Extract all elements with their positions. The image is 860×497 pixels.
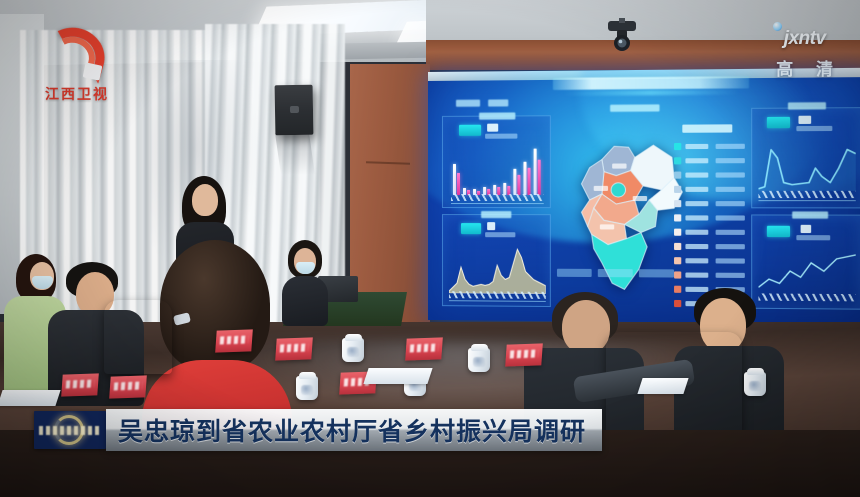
list-item[interactable] xyxy=(674,200,749,208)
map-label-fuzhou xyxy=(632,196,648,202)
ranking-list-title xyxy=(682,124,733,133)
channel-logo: 江西卫视 xyxy=(30,20,122,106)
office-chair xyxy=(104,300,172,374)
teacup xyxy=(342,334,364,362)
realtime-kpi-value xyxy=(800,224,812,234)
jxntv-dot-icon xyxy=(773,22,783,31)
list-item[interactable] xyxy=(674,242,749,251)
ptz-camera-icon xyxy=(608,18,636,51)
realtime-kpi-unit xyxy=(796,235,831,241)
nameplate xyxy=(61,373,99,397)
line-kpi-chip xyxy=(766,116,791,129)
area-kpi-unit xyxy=(485,232,516,238)
wall-speaker xyxy=(274,84,314,136)
list-item[interactable] xyxy=(674,185,749,193)
list-item[interactable] xyxy=(674,228,749,236)
teacup xyxy=(468,344,490,372)
ranking-list-panel[interactable] xyxy=(668,124,756,308)
line-kpi-value xyxy=(798,115,812,124)
map-panel[interactable] xyxy=(557,104,743,315)
wood-trim-top xyxy=(426,40,860,70)
upper-right-wall xyxy=(426,0,860,42)
channel-logo-text: 江西卫视 xyxy=(45,86,109,102)
nameplate xyxy=(505,343,543,367)
bar-kpi-unit xyxy=(485,133,518,139)
line-chart-x-axis xyxy=(758,190,856,199)
realtime-x-axis xyxy=(758,293,856,302)
document-paper xyxy=(0,390,61,406)
document-paper xyxy=(363,368,433,384)
line-chart-panel[interactable] xyxy=(751,102,860,209)
bar-chart-panel-title xyxy=(479,112,516,120)
area-chart-x-axis xyxy=(448,291,546,299)
map-label-ganzhou xyxy=(599,224,615,230)
bar-kpi-chip xyxy=(458,124,482,136)
bar-kpi-value xyxy=(487,123,499,132)
bar-chart-x-axis xyxy=(450,193,544,202)
display-tile[interactable] xyxy=(597,268,633,278)
nameplate xyxy=(109,375,147,399)
program-badge-label xyxy=(39,426,101,435)
display-tile[interactable] xyxy=(556,268,592,278)
bar-chart-panel[interactable] xyxy=(441,112,551,209)
teacup xyxy=(296,372,318,400)
realtime-panel-title xyxy=(792,211,829,219)
line-chart-baseline xyxy=(758,200,856,202)
list-item[interactable] xyxy=(674,214,749,222)
dashboard-tab-overview[interactable] xyxy=(455,99,481,107)
line-chart-panel-title xyxy=(787,102,826,110)
list-item[interactable] xyxy=(674,142,749,151)
document-paper xyxy=(637,378,689,394)
jxtv-swoosh-tail-icon xyxy=(82,62,103,81)
area-chart-panel[interactable] xyxy=(441,211,551,308)
hd-watermark: jxntv 高 清 xyxy=(767,22,842,80)
area-kpi-value xyxy=(487,222,496,231)
video-wall-display[interactable] xyxy=(428,67,860,325)
jiangxi-province-map[interactable] xyxy=(567,137,690,300)
hd-label: 高 清 xyxy=(776,60,842,79)
realtime-kpi-chip xyxy=(766,225,791,238)
bar-chart-plot xyxy=(451,147,544,195)
bar-chart-baseline xyxy=(450,203,544,205)
list-item[interactable] xyxy=(674,171,749,179)
area-kpi-chip xyxy=(461,223,482,235)
line-kpi-unit xyxy=(796,125,833,132)
jxntv-logo-text: jxntv xyxy=(767,22,842,50)
wood-wall-panel xyxy=(350,64,430,334)
area-chart-baseline xyxy=(448,300,546,302)
map-label-yichun xyxy=(593,185,609,191)
nameplate xyxy=(275,337,313,361)
nameplate xyxy=(405,337,443,361)
speaker-shadow xyxy=(275,133,315,175)
teacup xyxy=(744,368,766,396)
list-item[interactable] xyxy=(674,157,749,165)
list-item[interactable] xyxy=(674,271,749,279)
area-chart-plot xyxy=(448,241,546,294)
realtime-panel[interactable] xyxy=(751,211,860,310)
realtime-chart-plot xyxy=(758,250,855,296)
list-item[interactable] xyxy=(674,257,749,265)
map-panel-title xyxy=(610,104,660,112)
headline-text: 吴忠琼到省农业农村厅省乡村振兴局调研 xyxy=(118,417,587,446)
map-label-jiujiang xyxy=(612,163,627,169)
line-chart-plot xyxy=(758,137,856,191)
headline-bar: 吴忠琼到省农业农村厅省乡村振兴局调研 xyxy=(106,409,603,451)
dashboard-title xyxy=(552,76,750,90)
display-tile[interactable] xyxy=(638,269,675,278)
area-chart-panel-title xyxy=(481,211,512,219)
dashboard-tab-detail[interactable] xyxy=(488,99,509,107)
nameplate xyxy=(215,329,253,353)
program-badge xyxy=(34,411,106,449)
